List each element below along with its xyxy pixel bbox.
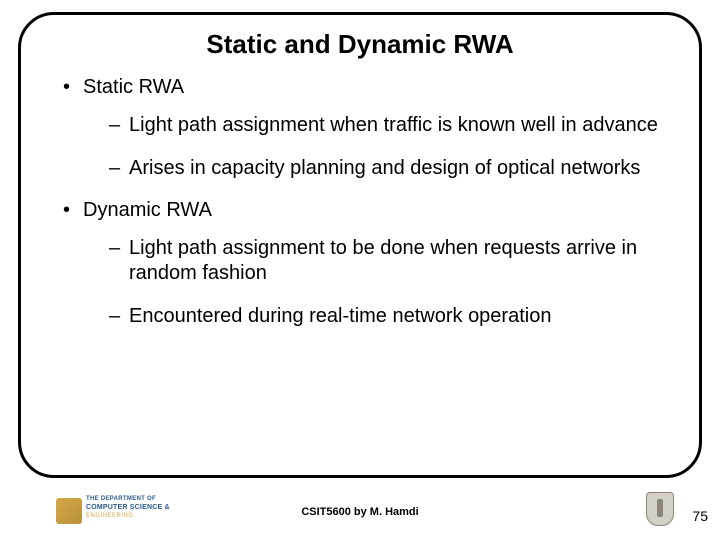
sub-bullet-list: Light path assignment when traffic is kn… xyxy=(83,113,671,181)
university-crest xyxy=(646,492,674,532)
slide-frame: Static and Dynamic RWA Static RWA Light … xyxy=(18,12,702,478)
logo-line-2: COMPUTER SCIENCE & xyxy=(86,504,170,511)
bullet-item: Static RWA Light path assignment when tr… xyxy=(63,76,671,181)
slide-content: Static RWA Light path assignment when tr… xyxy=(49,76,671,329)
bullet-item: Dynamic RWA Light path assignment to be … xyxy=(63,199,671,329)
slide-footer: THE DEPARTMENT OF COMPUTER SCIENCE & ENG… xyxy=(0,482,720,540)
slide-title: Static and Dynamic RWA xyxy=(49,29,671,60)
department-logo: THE DEPARTMENT OF COMPUTER SCIENCE & ENG… xyxy=(56,492,176,532)
bullet-text: Static RWA xyxy=(83,76,184,98)
footer-credit: CSIT5600 by M. Hamdi xyxy=(301,506,418,518)
sub-bullet-item: Light path assignment to be done when re… xyxy=(109,236,671,286)
bullet-text: Dynamic RWA xyxy=(83,199,212,221)
sub-bullet-item: Encountered during real-time network ope… xyxy=(109,304,671,329)
sub-bullet-item: Light path assignment when traffic is kn… xyxy=(109,113,671,138)
logo-badge-icon xyxy=(56,498,82,524)
shield-icon xyxy=(646,492,674,526)
logo-line-1: THE DEPARTMENT OF xyxy=(86,496,156,502)
sub-bullet-list: Light path assignment to be done when re… xyxy=(83,236,671,329)
page-number: 75 xyxy=(692,508,708,524)
bullet-list: Static RWA Light path assignment when tr… xyxy=(49,76,671,329)
sub-bullet-item: Arises in capacity planning and design o… xyxy=(109,156,671,181)
logo-line-3: ENGINEERING xyxy=(86,513,134,519)
